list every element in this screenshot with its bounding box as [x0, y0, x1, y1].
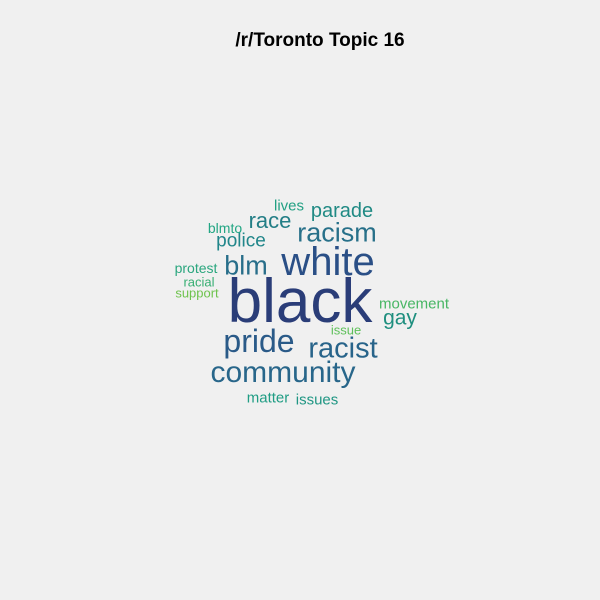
word-support: support: [175, 285, 219, 301]
word-gay: gay: [383, 306, 417, 330]
word-issue: issue: [330, 322, 362, 338]
word-community: community: [210, 356, 356, 389]
word-matter: matter: [246, 389, 290, 407]
word-lives: lives: [273, 197, 305, 215]
word-protest: protest: [174, 260, 218, 276]
chart-title: /r/Toronto Topic 16: [235, 30, 405, 51]
word-black: black: [227, 267, 373, 336]
word-police: police: [216, 230, 266, 252]
word-blm: blm: [224, 250, 268, 281]
word-racial: racial: [183, 274, 215, 290]
word-white: white: [281, 240, 375, 284]
word-racism: racism: [297, 217, 377, 248]
word-pride: pride: [223, 323, 295, 359]
word-racist: racist: [308, 332, 378, 365]
word-movement: movement: [378, 295, 450, 313]
word-parade: parade: [310, 200, 374, 222]
word-blmto: blmto: [207, 220, 243, 236]
word-race: race: [248, 208, 292, 233]
word-issues: issues: [295, 391, 339, 409]
